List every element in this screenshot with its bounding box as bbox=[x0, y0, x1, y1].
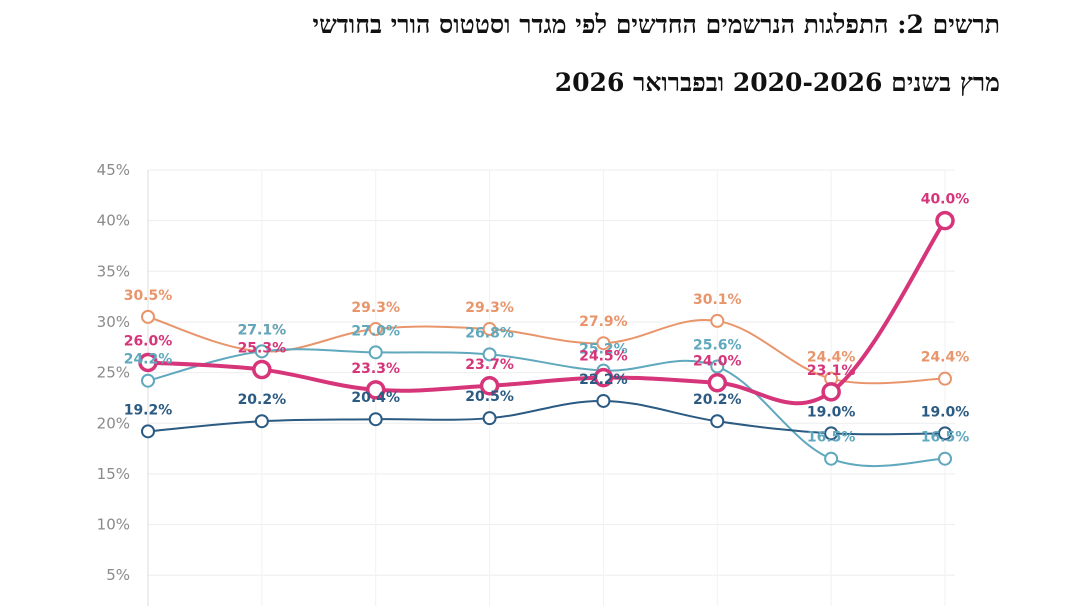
data-point bbox=[938, 426, 952, 441]
data-point bbox=[938, 371, 952, 386]
data-label: 20.2% bbox=[238, 392, 287, 408]
data-point bbox=[482, 322, 497, 337]
data-point bbox=[707, 372, 728, 393]
data-label: 30.5% bbox=[124, 288, 173, 304]
data-label: 25.3% bbox=[238, 341, 287, 357]
data-point bbox=[938, 451, 952, 466]
chart-title-line-2: מרץ בשנים 2020-2026 ובפברואר 2026 bbox=[554, 68, 1000, 97]
data-label: 27.0% bbox=[351, 323, 400, 339]
data-point bbox=[368, 412, 383, 427]
y-tick-label: 40% bbox=[97, 212, 130, 230]
data-point bbox=[482, 347, 497, 362]
y-tick-label: 5% bbox=[106, 566, 130, 584]
data-label: 20.5% bbox=[465, 389, 514, 405]
data-label: 27.9% bbox=[579, 314, 628, 330]
data-label: 29.3% bbox=[351, 300, 400, 316]
data-point bbox=[141, 424, 155, 439]
data-point bbox=[824, 426, 839, 441]
data-label: 20.2% bbox=[693, 392, 742, 408]
data-label: 23.1% bbox=[807, 363, 856, 379]
series-line-0 bbox=[147, 315, 946, 385]
data-label: 29.3% bbox=[465, 300, 514, 316]
data-point bbox=[482, 411, 497, 426]
data-point bbox=[138, 352, 158, 373]
data-point bbox=[593, 367, 614, 388]
data-point bbox=[824, 451, 839, 466]
data-label: 24.4% bbox=[921, 350, 970, 366]
data-point bbox=[935, 210, 955, 231]
data-point bbox=[596, 393, 611, 408]
data-label: 26.8% bbox=[465, 325, 514, 341]
data-point bbox=[710, 414, 725, 429]
data-label: 40.0% bbox=[921, 192, 970, 208]
y-tick-label: 35% bbox=[97, 262, 130, 280]
data-label: 25.6% bbox=[693, 338, 742, 354]
data-point bbox=[254, 344, 269, 359]
data-point bbox=[254, 414, 269, 429]
data-label: 19.0% bbox=[921, 404, 970, 420]
data-label: 26.0% bbox=[124, 333, 173, 349]
data-point bbox=[821, 382, 841, 402]
data-label: 16.5% bbox=[807, 430, 856, 446]
data-label: 20.4% bbox=[351, 390, 400, 406]
data-point bbox=[596, 336, 611, 351]
data-point bbox=[479, 376, 500, 396]
data-label: 23.7% bbox=[465, 357, 514, 373]
y-tick-label: 10% bbox=[97, 516, 130, 534]
data-label: 22.2% bbox=[579, 372, 628, 388]
data-label: 24.0% bbox=[693, 354, 742, 370]
series-line-2 bbox=[147, 399, 946, 436]
y-tick-label: 15% bbox=[97, 465, 130, 483]
data-label: 25.2% bbox=[579, 342, 628, 358]
data-label: 27.1% bbox=[238, 322, 287, 338]
chart-data-labels: 30.5% 27.1% 29.3% 29.3% 27.9% 30.1% 24.4% 24.4%… bbox=[124, 192, 970, 446]
data-label: 24.2% bbox=[124, 352, 173, 368]
chart-points bbox=[138, 210, 955, 466]
data-point bbox=[141, 309, 155, 324]
data-label: 30.1% bbox=[693, 292, 742, 308]
data-point bbox=[710, 359, 725, 374]
y-tick-label: 25% bbox=[97, 364, 130, 382]
y-tick-label: 20% bbox=[97, 414, 130, 432]
data-label: 19.0% bbox=[807, 404, 856, 420]
data-label: 19.2% bbox=[124, 402, 173, 418]
data-point bbox=[710, 313, 725, 328]
chart-title-line-1: תרשים 2: התפלגות הנרשמים החדשים לפי מגדר… bbox=[312, 10, 1000, 39]
series-line-1 bbox=[147, 348, 946, 468]
data-label: 24.4% bbox=[807, 350, 856, 366]
data-point bbox=[365, 380, 386, 400]
data-label: 23.3% bbox=[351, 361, 400, 377]
data-point bbox=[368, 322, 383, 337]
data-point bbox=[252, 359, 272, 380]
data-label: 27.1% bbox=[238, 322, 287, 338]
data-label: 16.5% bbox=[921, 430, 970, 446]
y-axis: 5% 10% 15% 20% 25% 30% 35% 40% 45% bbox=[97, 161, 149, 606]
data-label: 24.5% bbox=[579, 349, 628, 365]
data-point bbox=[141, 373, 155, 388]
y-tick-label: 30% bbox=[97, 313, 130, 331]
y-tick-label: 45% bbox=[97, 161, 130, 179]
data-point bbox=[368, 345, 383, 360]
